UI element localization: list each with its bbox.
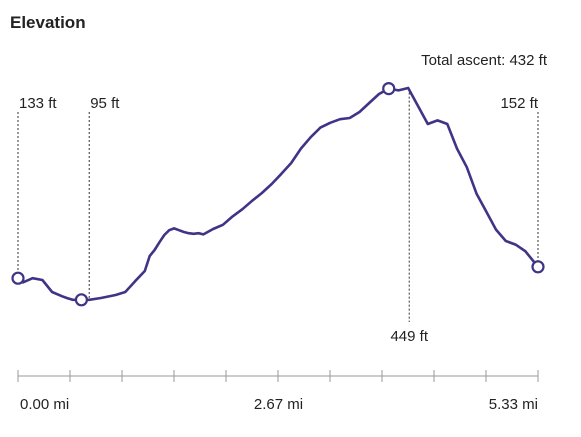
x-tick-label: 2.67 mi	[254, 396, 303, 413]
x-tick-label: 0.00 mi	[20, 396, 69, 413]
total-ascent-label: Total ascent: 432 ft	[421, 52, 547, 69]
x-tick-labels: 0.00 mi 2.67 mi 5.33 mi	[20, 396, 538, 413]
point-marker[interactable]	[382, 81, 396, 96]
x-axis	[17, 370, 539, 382]
point-marker[interactable]	[531, 260, 545, 274]
elevation-line[interactable]	[16, 86, 540, 302]
annotation-labels: 133 ft 95 ft 449 ft 152 ft	[19, 95, 539, 345]
annotation-label: 449 ft	[390, 328, 428, 345]
annotation-guides	[17, 88, 539, 322]
x-tick-label: 5.33 mi	[489, 396, 538, 413]
point-marker[interactable]	[74, 293, 89, 307]
annotation-label: 152 ft	[500, 95, 538, 112]
point-markers[interactable]	[11, 81, 545, 307]
point-marker[interactable]	[11, 271, 25, 285]
annotation-label: 95 ft	[90, 95, 120, 112]
chart-title: Elevation	[10, 13, 86, 32]
annotation-label: 133 ft	[19, 95, 57, 112]
